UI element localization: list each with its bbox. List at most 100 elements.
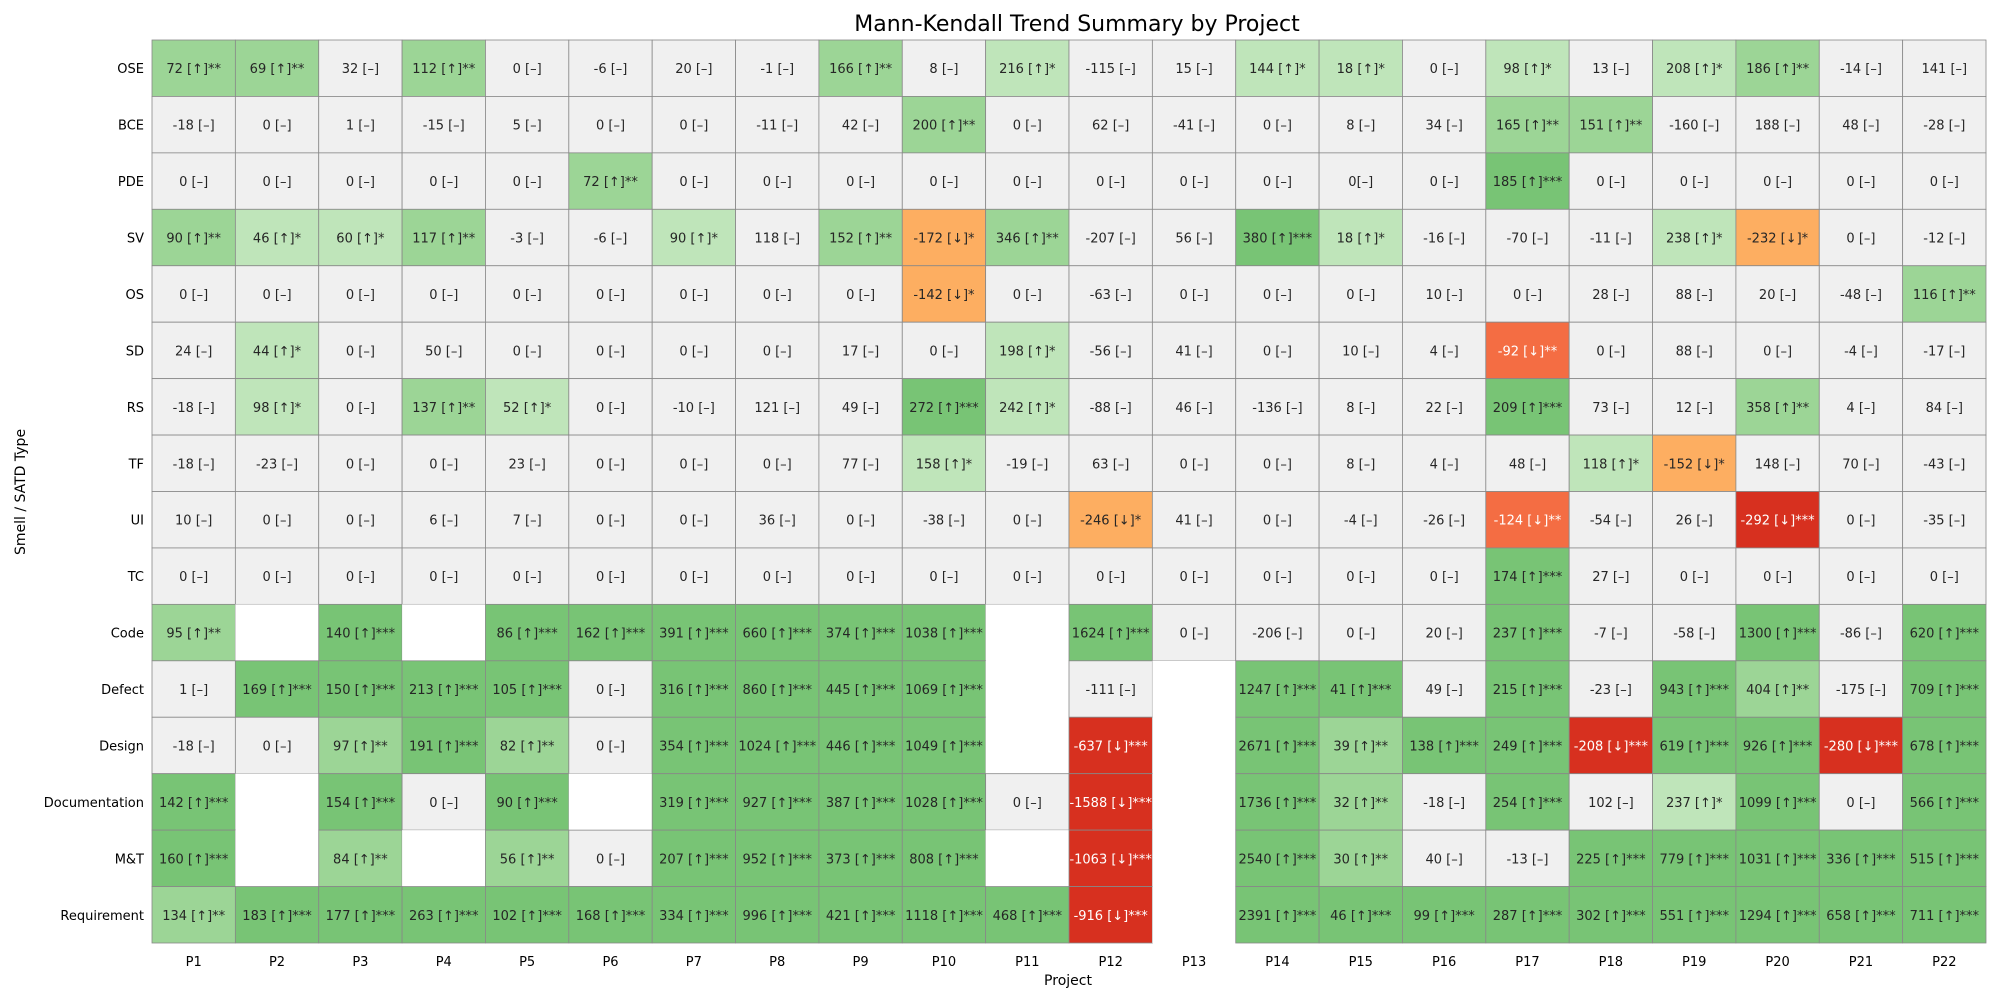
cell-label: 0 [–] [1013, 570, 1042, 585]
cell-label: 0 [–] [763, 288, 792, 303]
heatmap-cell [318, 378, 403, 436]
cell-label: 373 [↑]*** [826, 852, 896, 867]
heatmap-cell [651, 208, 736, 267]
cell-label: 0 [–] [846, 175, 875, 190]
cell-label: 0 [–] [763, 457, 792, 472]
cell-label: 112 [↑]** [412, 62, 475, 77]
heatmap-cell [568, 96, 653, 154]
heatmap-cell [401, 208, 486, 267]
cell-label: 358 [↑]** [1746, 401, 1809, 416]
heatmap-cell [1485, 321, 1570, 380]
y-axis-label: Smell / SATD Type [13, 429, 29, 555]
cell-label: 118 [–] [754, 232, 800, 247]
heatmap-cell [151, 660, 236, 718]
heatmap-cell [1735, 886, 1820, 944]
cell-label: 860 [↑]*** [742, 683, 812, 698]
cell-label: 709 [↑]*** [1910, 683, 1980, 698]
cell-label: 302 [↑]*** [1576, 909, 1646, 924]
heatmap-cell [234, 321, 320, 380]
heatmap-cell [1068, 716, 1153, 775]
cell-label: 0 [–] [1430, 570, 1459, 585]
heatmap-cell [901, 208, 987, 267]
heatmap-cell [985, 830, 1069, 887]
cell-label: 56 [↑]** [500, 852, 555, 867]
cell-label: 15 [–] [1175, 62, 1212, 77]
heatmap-cell [485, 660, 570, 718]
heatmap-cell [818, 152, 903, 210]
heatmap-cell [568, 152, 653, 210]
heatmap-cell [901, 434, 987, 492]
heatmap-cell [1402, 886, 1487, 944]
heatmap-cell [818, 886, 903, 944]
cell-label: 1247 [↑]*** [1239, 683, 1317, 698]
heatmap-cell [318, 773, 403, 831]
cell-label: 242 [↑]* [999, 401, 1056, 416]
cell-label: -111 [–] [1086, 683, 1136, 698]
heatmap-cell [485, 321, 570, 380]
cell-label: 0 [–] [1013, 514, 1042, 529]
heatmap-cell [1318, 603, 1403, 662]
cell-label: -88 [–] [1090, 401, 1132, 416]
cell-label: 0 [–] [513, 344, 542, 359]
heatmap-cell [985, 378, 1070, 436]
heatmap-cell [1652, 321, 1737, 380]
heatmap-cell [1818, 434, 1904, 492]
cell-label: 41 [–] [1175, 514, 1212, 529]
cell-label: 0 [–] [679, 457, 708, 472]
cell-label: -23 [–] [1590, 683, 1632, 698]
heatmap-cell [151, 773, 236, 831]
cell-label: 0 [–] [1763, 175, 1792, 190]
heatmap-cell [1735, 773, 1820, 831]
heatmap-cell [1902, 208, 1987, 267]
heatmap-cell [318, 265, 403, 323]
cell-label: 0 [–] [1180, 627, 1209, 642]
cell-label: 0 [–] [346, 288, 375, 303]
heatmap-cell [568, 39, 653, 97]
heatmap-cell [985, 773, 1070, 831]
heatmap-cell [401, 265, 486, 323]
cell-label: 70 [–] [1842, 457, 1879, 472]
heatmap-cell [1235, 660, 1320, 718]
cell-label: 48 [–] [1842, 119, 1879, 134]
cell-label: 0 [–] [929, 344, 958, 359]
heatmap-cell [1485, 96, 1570, 154]
heatmap-cell [735, 39, 820, 97]
heatmap-cell [1235, 321, 1320, 380]
cell-label: 515 [↑]*** [1910, 852, 1980, 867]
cell-label: 52 [↑]* [503, 401, 552, 416]
heatmap-cell [985, 886, 1070, 944]
heatmap-cell [1068, 491, 1153, 549]
heatmap-cell [1151, 39, 1237, 97]
cell-label: 404 [↑]** [1746, 683, 1809, 698]
heatmap-cell [318, 152, 403, 210]
cell-label: 118 [↑]* [1583, 457, 1640, 472]
heatmap-cell [151, 716, 236, 775]
cell-label: -17 [–] [1923, 344, 1965, 359]
heatmap-cell [818, 265, 903, 323]
heatmap-cell [1485, 152, 1570, 210]
heatmap-cell [1902, 660, 1987, 718]
heatmap-cell [1318, 547, 1403, 605]
heatmap-cell [1902, 547, 1987, 605]
heatmap-cell [818, 603, 903, 662]
heatmap-cell [151, 886, 236, 944]
heatmap-cell [1652, 660, 1737, 718]
heatmap-cell [1902, 886, 1987, 944]
heatmap-cell [568, 886, 653, 944]
cell-label: 0 [–] [263, 175, 292, 190]
x-tick-label: P11 [1015, 955, 1039, 970]
cell-label: 62 [–] [1092, 119, 1129, 134]
cell-label: 0 [–] [1263, 175, 1292, 190]
cell-label: 27 [–] [1592, 570, 1629, 585]
heatmap-cell [1485, 603, 1570, 662]
cell-label: 0 [–] [1763, 570, 1792, 585]
cell-label: 82 [↑]** [500, 739, 555, 754]
cell-label: 0 [–] [1846, 175, 1875, 190]
cell-label: 50 [–] [425, 344, 462, 359]
cell-label: 69 [↑]** [250, 62, 305, 77]
heatmap-cell [1318, 886, 1403, 944]
x-tick-label: P14 [1265, 955, 1289, 970]
cell-label: -11 [–] [1590, 232, 1632, 247]
heatmap-cell [1235, 547, 1320, 605]
heatmap-cell [485, 886, 570, 944]
